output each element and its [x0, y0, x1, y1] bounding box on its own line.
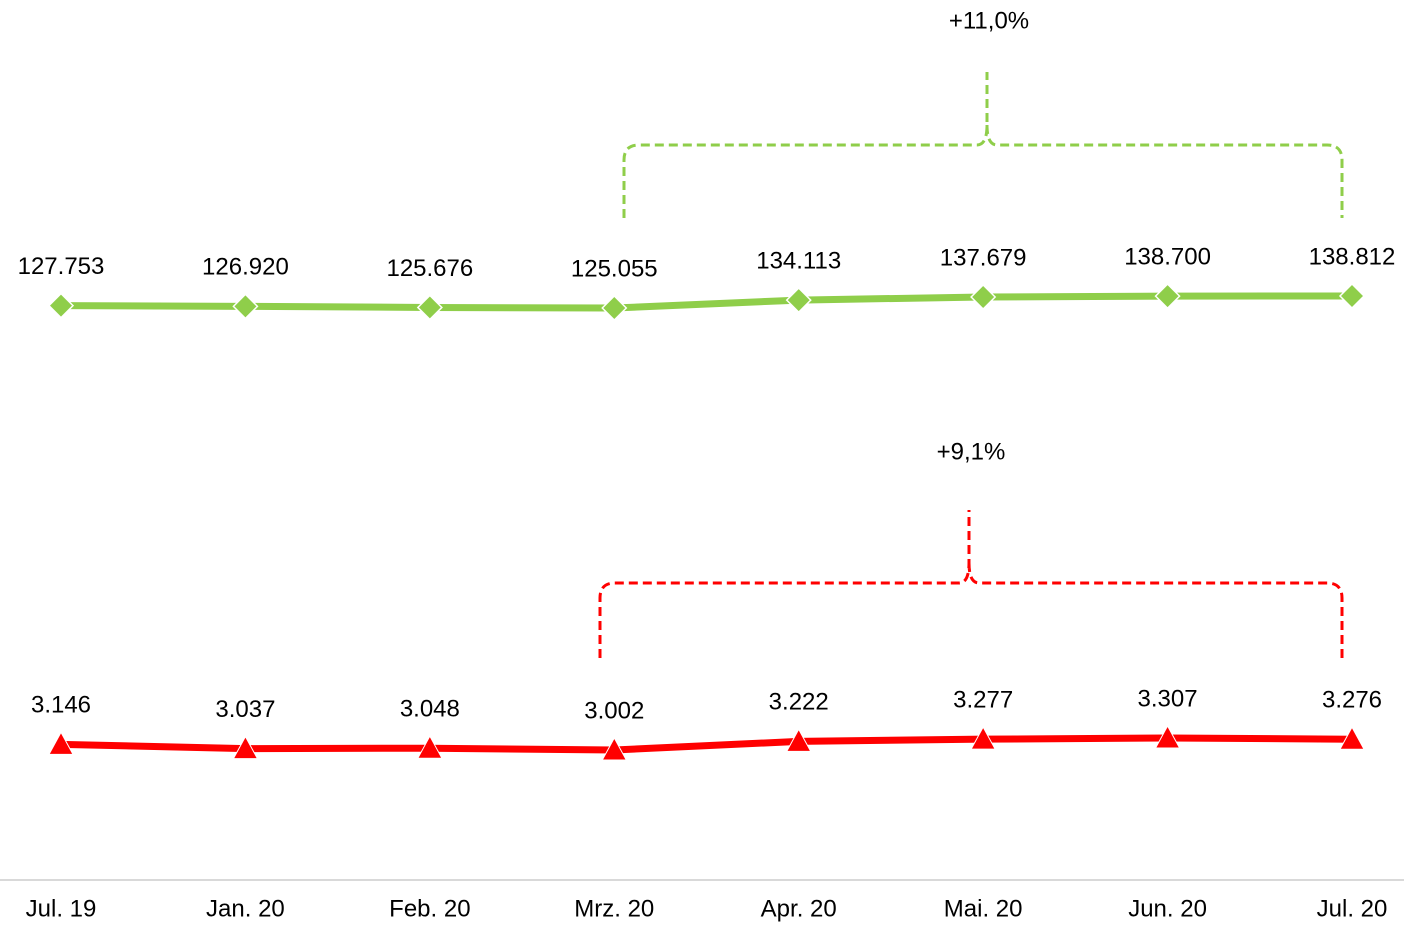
data-label: 3.146 [31, 692, 91, 719]
marker [416, 294, 443, 321]
marker [1339, 726, 1365, 750]
x-tick-label: Mai. 20 [944, 895, 1023, 922]
data-label: 3.307 [1138, 685, 1198, 712]
brace [598, 510, 1344, 658]
brace [622, 72, 1344, 218]
annotation: +11,0% [949, 7, 1029, 34]
data-label: 126.920 [202, 254, 289, 281]
x-tick-label: Jan. 20 [206, 895, 285, 922]
data-label: 3.276 [1322, 687, 1382, 714]
marker [601, 736, 628, 761]
data-label: 125.055 [571, 255, 658, 282]
series-line [60, 734, 1353, 754]
x-tick-label: Mrz. 20 [574, 895, 654, 922]
data-label: 3.002 [584, 697, 644, 724]
marker [47, 292, 75, 319]
data-label: 3.222 [769, 689, 829, 716]
annotation: +9,1% [937, 438, 1006, 465]
data-label: 137.679 [940, 244, 1027, 271]
x-tick-label: Jul. 20 [1317, 895, 1388, 922]
data-label: 3.037 [215, 696, 275, 723]
marker [1154, 283, 1181, 310]
data-label: 138.812 [1309, 243, 1396, 270]
marker [417, 735, 443, 759]
x-tick-label: Feb. 20 [389, 895, 470, 922]
data-label: 134.113 [756, 247, 841, 274]
marker [970, 726, 996, 750]
marker [785, 287, 812, 314]
x-tick-label: Jun. 20 [1128, 895, 1207, 922]
marker [970, 283, 997, 311]
marker [1338, 282, 1366, 310]
marker [232, 293, 259, 320]
marker [601, 294, 628, 322]
marker [785, 728, 812, 752]
x-tick-label: Apr. 20 [761, 895, 837, 922]
marker [1154, 724, 1181, 749]
marker [232, 735, 259, 760]
series-line [60, 292, 1353, 312]
marker [48, 731, 74, 755]
x-tick-label: Jul. 19 [26, 895, 97, 922]
data-label: 3.048 [400, 696, 460, 723]
data-label: 127.753 [18, 253, 105, 280]
data-label: 125.676 [386, 255, 473, 282]
data-label: 138.700 [1124, 243, 1211, 270]
data-label: 3.277 [953, 687, 1013, 714]
